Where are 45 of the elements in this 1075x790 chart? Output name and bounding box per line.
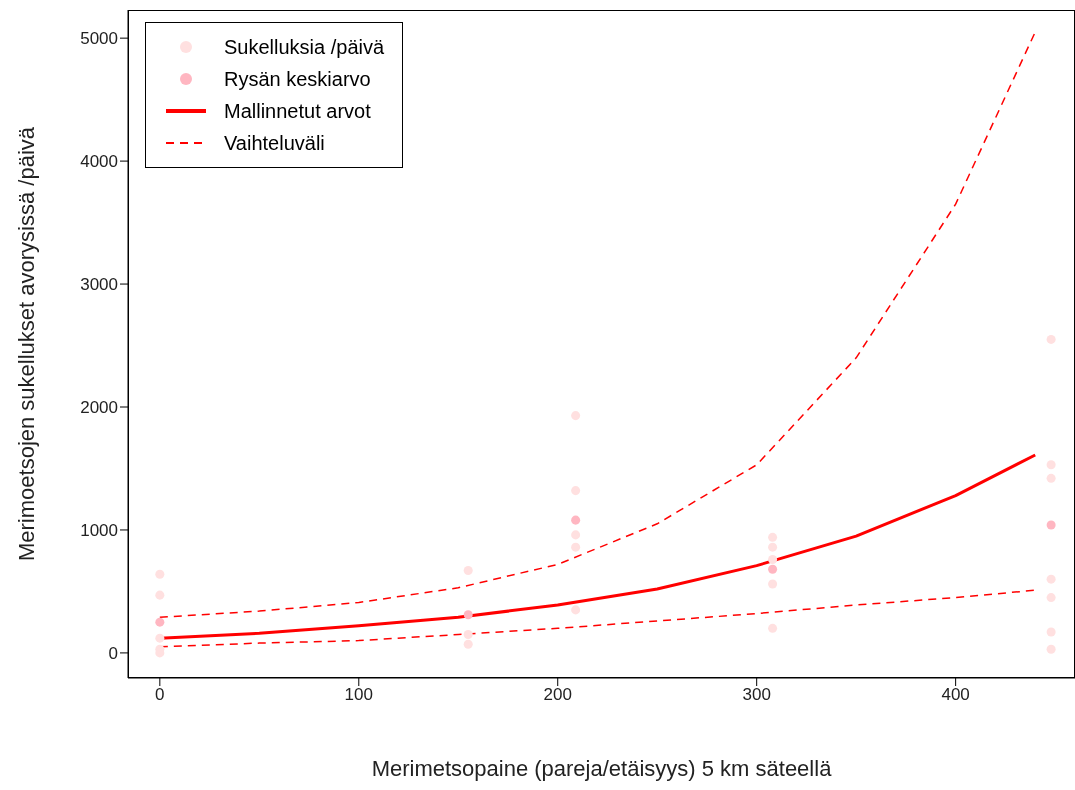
point: [768, 532, 778, 542]
y-tick-label: 5000: [80, 29, 118, 49]
point: [1046, 473, 1056, 483]
point: [155, 617, 165, 627]
x-tick-label: 100: [344, 685, 373, 705]
point: [768, 564, 778, 574]
legend-label: Mallinnetut arvot: [224, 99, 371, 123]
point: [1046, 644, 1056, 654]
point: [768, 554, 778, 564]
point: [155, 590, 165, 600]
x-tick-label: 300: [742, 685, 771, 705]
point: [768, 542, 778, 552]
point: [571, 605, 581, 615]
y-tick-label: 0: [108, 643, 118, 663]
legend-label: Vaihteluväli: [224, 131, 325, 155]
point: [571, 411, 581, 421]
x-tick-label: 200: [543, 685, 572, 705]
point: [768, 623, 778, 633]
point: [571, 515, 581, 525]
x-tick-label: 400: [941, 685, 970, 705]
y-tick-label: 1000: [80, 521, 118, 540]
legend-label: Rysän keskiarvo: [224, 67, 371, 91]
y-tick-label: 3000: [80, 275, 118, 295]
point: [571, 530, 581, 540]
point: [463, 610, 473, 620]
point: [1046, 627, 1056, 637]
point: [1046, 520, 1056, 530]
point: [571, 542, 581, 552]
y-tick-label: 2000: [80, 398, 118, 418]
point: [155, 633, 165, 643]
point: [1046, 593, 1056, 603]
point: [463, 566, 473, 576]
point: [1046, 574, 1056, 584]
legend-label: Sukelluksia /päivä: [224, 35, 385, 59]
point: [155, 569, 165, 579]
point: [768, 579, 778, 589]
point: [571, 486, 581, 496]
point: [1046, 460, 1056, 470]
point: [463, 629, 473, 639]
y-axis-title: Merimoetsojen sukellukset avorysissä /päivä: [13, 126, 39, 562]
point: [463, 639, 473, 649]
x-tick-label: 0: [155, 685, 165, 705]
y-tick-label: 4000: [80, 152, 118, 172]
x-axis-title: Merimetsopaine (pareja/etäisyys) 5 km säteellä: [371, 755, 833, 781]
point: [1046, 334, 1056, 344]
